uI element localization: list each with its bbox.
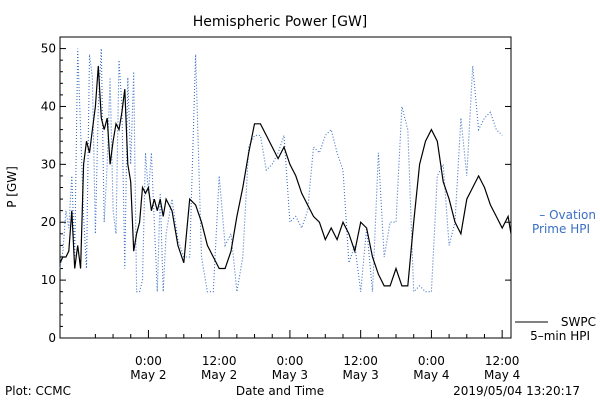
- series-line-1: [59, 65, 512, 287]
- y-axis-ticks: 0 10 20 30 40 50: [41, 42, 511, 345]
- y-tick-label-10: 10: [41, 273, 56, 287]
- footer-credit: Plot: CCMC: [5, 384, 71, 398]
- y-tick-label-30: 30: [41, 157, 56, 171]
- x-tick-time-5: 12:00: [485, 354, 520, 368]
- x-tick-date-2: May 3: [272, 368, 308, 382]
- x-tick-time-0: 0:00: [135, 354, 162, 368]
- legend-swpc-line2: 5–min HPI: [530, 329, 590, 343]
- x-tick-time-4: 0:00: [418, 354, 445, 368]
- x-tick-date-4: May 4: [413, 368, 449, 382]
- chart-title: Hemispheric Power [GW]: [193, 14, 368, 30]
- x-tick-date-1: May 2: [201, 368, 237, 382]
- y-axis-label: P [GW]: [5, 166, 19, 208]
- series-layer: [59, 48, 512, 293]
- y-tick-label-20: 20: [41, 215, 56, 229]
- x-axis-label: Date and Time: [236, 384, 324, 398]
- x-tick-time-2: 0:00: [276, 354, 303, 368]
- x-tick-time-1: 12:00: [202, 354, 237, 368]
- legend-ovation-line1: – Ovation: [539, 208, 596, 222]
- legend-swpc-line1: SWPC: [561, 315, 596, 329]
- x-tick-date-0: May 2: [130, 368, 166, 382]
- y-tick-label-0: 0: [48, 331, 56, 345]
- x-tick-time-3: 12:00: [343, 354, 378, 368]
- legend-ovation-line2: Prime HPI: [532, 222, 590, 236]
- legend: – Ovation Prime HPI SWPC 5–min HPI: [515, 208, 596, 343]
- y-tick-label-40: 40: [41, 99, 56, 113]
- series-line-0: [59, 48, 503, 293]
- x-tick-date-3: May 3: [343, 368, 379, 382]
- y-tick-label-50: 50: [41, 42, 56, 56]
- footer-timestamp: 2019/05/04 13:20:17: [453, 384, 580, 398]
- x-tick-date-5: May 4: [484, 368, 520, 382]
